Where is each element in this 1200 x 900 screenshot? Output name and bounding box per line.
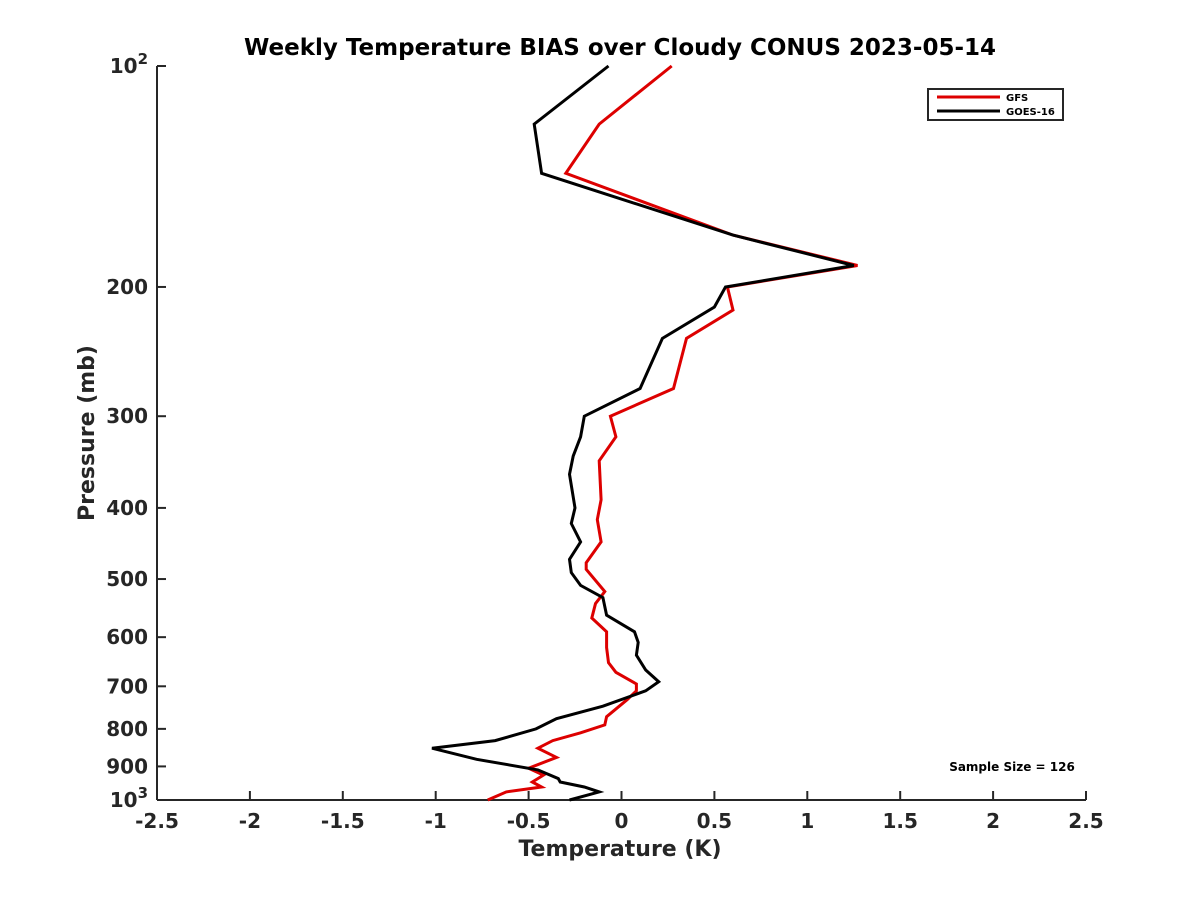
series-line-gfs [487, 64, 858, 802]
y-tick-label: 103 [110, 784, 148, 812]
series-line-goes-16 [431, 64, 855, 802]
legend-box [927, 88, 1064, 121]
x-tick-label: 2 [986, 809, 1000, 833]
x-tick-label: 1 [800, 809, 814, 833]
y-tick-label: 700 [106, 674, 148, 698]
x-tick-label: -1.5 [321, 809, 365, 833]
y-tick-label: 900 [106, 754, 148, 778]
legend-label: GOES-16 [1006, 107, 1055, 118]
series-lines [431, 64, 858, 802]
y-tick-label: 300 [106, 404, 148, 428]
x-axis-title: Temperature (K) [518, 837, 721, 862]
x-tick-label: 0.5 [697, 809, 732, 833]
chart-title: Weekly Temperature BIAS over Cloudy CONU… [244, 35, 996, 61]
y-tick-label: 200 [106, 275, 148, 299]
y-tick-label: 400 [106, 496, 148, 520]
x-tick-label: 2.5 [1068, 809, 1103, 833]
x-tick-label: -2 [239, 809, 261, 833]
x-tick-label: -1 [425, 809, 447, 833]
axes: -2.5 -2 -1.5 -1 -0.5 0 0.5 1 1.5 2 2.5 102 200 300 400… [106, 50, 1103, 833]
y-tick-label: 102 [110, 50, 148, 78]
x-tick-label: 1.5 [882, 809, 917, 833]
y-tick-label: 800 [106, 717, 148, 741]
y-tick-label: 500 [106, 567, 148, 591]
y-tick-label: 600 [106, 625, 148, 649]
x-tick-label: 0 [615, 809, 629, 833]
x-tick-label: -2.5 [135, 809, 179, 833]
legend: GFS GOES-16 [927, 88, 1064, 121]
x-tick-label: -0.5 [507, 809, 551, 833]
legend-label: GFS [1006, 93, 1028, 104]
y-axis-title: Pressure (mb) [75, 345, 100, 521]
sample-size-annotation: Sample Size = 126 [949, 760, 1075, 774]
